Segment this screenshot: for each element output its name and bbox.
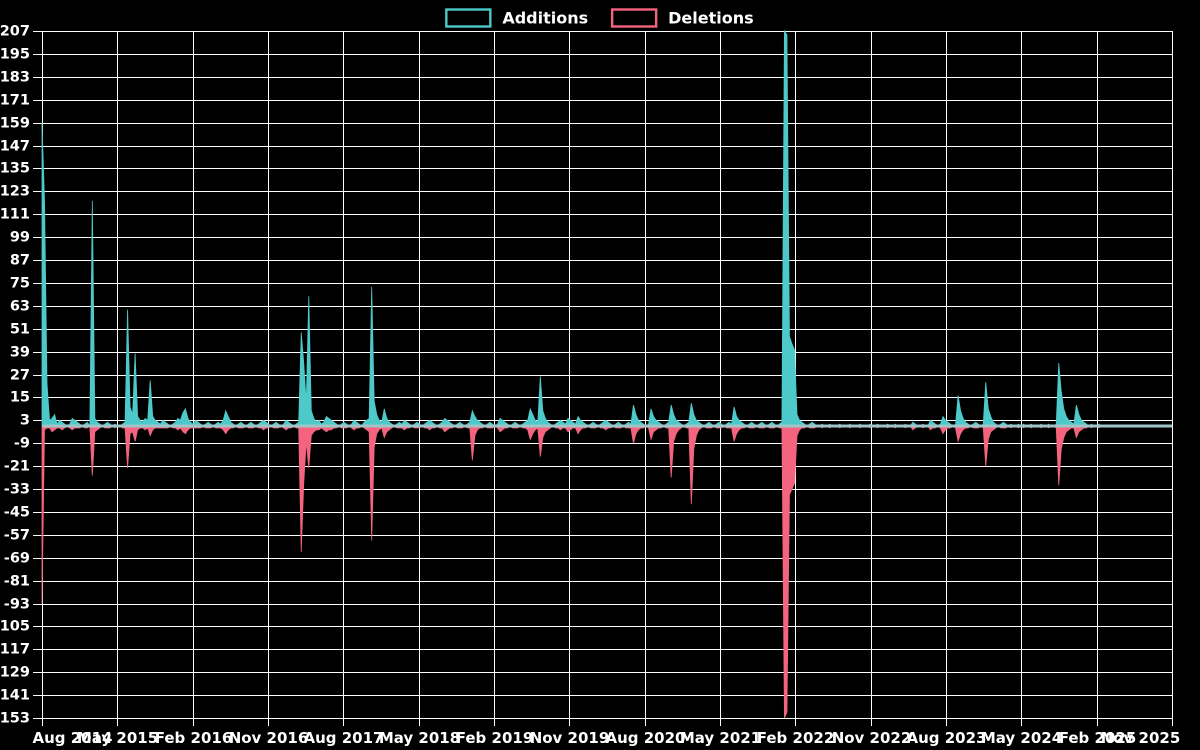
x-tick-label: Nov 2019 — [530, 729, 610, 747]
x-tick-label: Aug 2014 — [33, 729, 113, 747]
y-tick-label: 123 — [0, 184, 30, 200]
y-axis-tick-labels: 207 195 183 171 159 147 135 123 111 99 87 75 63 51 39 2… — [0, 24, 30, 727]
legend-label-additions[interactable]: Additions — [502, 9, 588, 28]
y-tick-label: 99 — [10, 230, 30, 246]
legend-swatch-deletions[interactable] — [610, 8, 658, 28]
legend-label-deletions[interactable]: Deletions — [668, 9, 754, 28]
series-layer — [41, 29, 1173, 719]
y-tick-label: 87 — [10, 253, 30, 269]
x-tick-label: Aug 2017 — [304, 729, 384, 747]
y-tick-label: 15 — [10, 390, 30, 406]
y-tick-label: -9 — [14, 436, 30, 452]
y-tick-label: 135 — [0, 161, 30, 177]
x-tick-label: Nov 2016 — [229, 729, 309, 747]
y-tick-label: 3 — [20, 413, 30, 429]
x-tick-label: Feb 2019 — [456, 729, 534, 747]
y-tick-label: -33 — [4, 482, 30, 498]
y-tick-label: -153 — [0, 711, 30, 727]
y-tick-label: 39 — [10, 345, 30, 361]
x-tick-label: Feb 2022 — [757, 729, 835, 747]
y-tick-label: -21 — [4, 459, 30, 475]
y-tick-label: -105 — [0, 619, 30, 635]
y-tick-label: 51 — [10, 322, 30, 338]
y-tick-label: 147 — [0, 139, 30, 155]
y-tick-label: -45 — [4, 505, 30, 521]
x-tick-label: Aug 2023 — [907, 729, 987, 747]
x-tick-label: Feb 2016 — [155, 729, 233, 747]
x-tick-label: Aug 2020 — [606, 729, 686, 747]
y-tick-label: -141 — [0, 688, 30, 704]
y-tick-label: -57 — [4, 528, 30, 544]
y-tick-label: 171 — [0, 93, 30, 109]
y-tick-label: -117 — [0, 642, 30, 658]
y-tick-label: -129 — [0, 665, 30, 681]
y-tick-label: 183 — [0, 70, 30, 86]
y-tick-label: 63 — [10, 299, 30, 315]
x-tick-label: Nov 2022 — [832, 729, 912, 747]
x-tick-label: Nov 2025 — [1101, 729, 1181, 747]
y-tick-label: 111 — [0, 207, 30, 223]
series-area-additions — [41, 29, 1173, 428]
series-area-deletions — [41, 425, 1173, 719]
x-tick-label: May 2021 — [680, 729, 761, 747]
y-tick-label: 207 — [0, 24, 30, 40]
x-tick-label: May 2024 — [981, 729, 1062, 747]
y-tick-label: 195 — [0, 47, 30, 63]
y-tick-label: -81 — [4, 574, 30, 590]
x-tick-label: May 2015 — [77, 729, 158, 747]
y-tick-label: -93 — [4, 597, 30, 613]
x-tick-label: Feb 2025 — [1059, 729, 1137, 747]
legend-swatch-additions[interactable] — [445, 8, 492, 28]
y-tick-label: 159 — [0, 116, 30, 132]
x-tick-label: May 2018 — [379, 729, 460, 747]
y-tick-label: -69 — [4, 551, 30, 567]
y-tick-label: 75 — [10, 276, 30, 292]
y-tick-label: 27 — [10, 368, 30, 384]
chart-legend: Additions Deletions — [445, 8, 754, 28]
